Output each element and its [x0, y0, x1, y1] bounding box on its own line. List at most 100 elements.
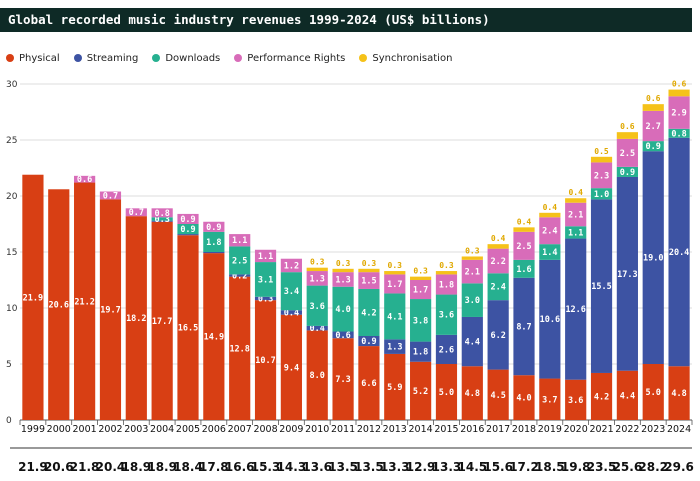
bar-segment-physical — [151, 221, 173, 420]
total-label: 23.5 — [587, 460, 617, 474]
bar-segment-streaming — [254, 296, 277, 301]
data-label: 3.7 — [542, 395, 557, 405]
data-label: 8.7 — [516, 322, 531, 332]
bar-segment-synchronisation — [565, 198, 587, 203]
data-label: 0.5 — [594, 147, 609, 156]
data-label: 1.3 — [335, 275, 350, 285]
data-label: 2.1 — [568, 210, 583, 220]
bar-segment-downloads — [435, 294, 458, 335]
x-tick-label: 2004 — [150, 424, 174, 435]
y-tick-label: 15 — [6, 248, 17, 258]
bar-segment-performance-rights — [177, 213, 199, 224]
data-label: 1.8 — [206, 238, 221, 248]
data-label: 2.5 — [620, 149, 635, 159]
bar-segment-physical — [384, 353, 406, 420]
bar-segment-downloads — [203, 231, 225, 252]
legend-swatch — [6, 54, 14, 62]
data-label: 1.1 — [258, 252, 273, 262]
data-label: 3.0 — [465, 296, 480, 306]
data-label: 6.2 — [490, 331, 505, 341]
data-label: 0.3 — [336, 259, 351, 268]
data-label: 0.9 — [180, 215, 195, 225]
bar-segment-synchronisation — [410, 276, 432, 280]
data-label: 16.5 — [178, 324, 198, 334]
bar-segment-physical — [332, 338, 354, 420]
bar-segment-downloads — [642, 141, 664, 152]
legend-swatch — [234, 54, 243, 62]
bar-segment-streaming — [358, 336, 380, 347]
data-label: 0.6 — [646, 94, 661, 103]
bar-segment-performance-rights — [616, 138, 638, 167]
bar-segment-synchronisation — [358, 268, 380, 273]
bar-segment-streaming — [410, 341, 432, 362]
total-label: 29.6 — [664, 460, 694, 474]
bar-segment-physical — [616, 370, 638, 420]
bar-segment-physical — [565, 379, 587, 420]
x-tick-label: 2012 — [357, 424, 381, 435]
total-label: 16.6 — [225, 460, 255, 474]
bar-segment-downloads — [590, 188, 613, 200]
bar-segment-synchronisation — [332, 268, 354, 273]
data-label: 3.8 — [413, 316, 428, 326]
total-label: 13.5 — [354, 460, 384, 474]
legend-label: Performance Rights — [247, 52, 346, 64]
bar-segment-performance-rights — [125, 208, 147, 217]
total-label: 20.6 — [44, 460, 74, 474]
x-tick-label: 2020 — [564, 424, 588, 435]
x-tick-label: 2008 — [253, 424, 277, 435]
total-label: 20.4 — [96, 460, 126, 474]
legend-swatch — [359, 54, 368, 62]
data-label: 0.7 — [129, 208, 144, 218]
data-label: 5.0 — [439, 388, 454, 398]
bar-segment-physical — [48, 189, 70, 420]
data-label: 17.3 — [617, 270, 637, 280]
bar-segment-synchronisation — [435, 271, 458, 275]
data-label: 21.9 — [23, 293, 43, 303]
data-label: 1.3 — [387, 343, 402, 353]
data-label: 0.6 — [335, 331, 350, 341]
total-label: 21.9 — [18, 460, 48, 474]
total-label: 21.8 — [70, 460, 100, 474]
bar-segment-synchronisation — [539, 212, 561, 218]
data-label: 0.3 — [362, 259, 377, 268]
bar-segment-physical — [280, 314, 302, 420]
bar-segment-performance-rights — [461, 259, 483, 284]
x-tick-label: 2001 — [73, 424, 97, 435]
data-label: 3.6 — [439, 311, 454, 321]
bar-segment-physical — [306, 330, 328, 420]
bar-segment-physical — [461, 366, 483, 420]
data-label: 20.4 — [669, 248, 689, 258]
data-label: 2.3 — [594, 171, 609, 181]
bar-segment-downloads — [151, 217, 173, 221]
data-label: 4.2 — [594, 392, 609, 402]
data-label: 4.4 — [465, 338, 480, 348]
total-label: 18.5 — [535, 460, 565, 474]
x-tick-label: 2021 — [589, 424, 613, 435]
data-label: 4.5 — [490, 391, 505, 401]
data-label: 0.2 — [232, 272, 247, 282]
bar-segment-performance-rights — [384, 274, 406, 294]
chart-title: Global recorded music industry revenues … — [8, 12, 490, 27]
data-label: 1.1 — [568, 228, 583, 238]
bar-segment-streaming — [539, 259, 561, 379]
data-label: 3.6 — [310, 302, 325, 312]
total-label: 13.5 — [328, 460, 358, 474]
data-label: 20.6 — [49, 301, 69, 311]
data-label: 4.8 — [671, 389, 686, 399]
bar-segment-synchronisation — [590, 156, 613, 163]
data-label: 1.8 — [413, 348, 428, 358]
data-label: 2.7 — [646, 122, 661, 132]
total-label: 13.3 — [432, 460, 462, 474]
bar-segment-synchronisation — [642, 104, 664, 111]
bar-segment-downloads — [358, 288, 380, 336]
y-tick-label: 30 — [6, 80, 18, 90]
bar-segment-streaming — [590, 199, 613, 373]
bar-segment-performance-rights — [203, 221, 225, 232]
total-label: 18.4 — [173, 460, 203, 474]
total-label: 18.9 — [147, 460, 177, 474]
x-tick-label: 2018 — [512, 424, 536, 435]
bar-segment-downloads — [668, 128, 690, 138]
data-label: 7.3 — [335, 375, 350, 385]
bar-segment-synchronisation — [461, 256, 483, 260]
data-label: 18.2 — [126, 314, 146, 324]
